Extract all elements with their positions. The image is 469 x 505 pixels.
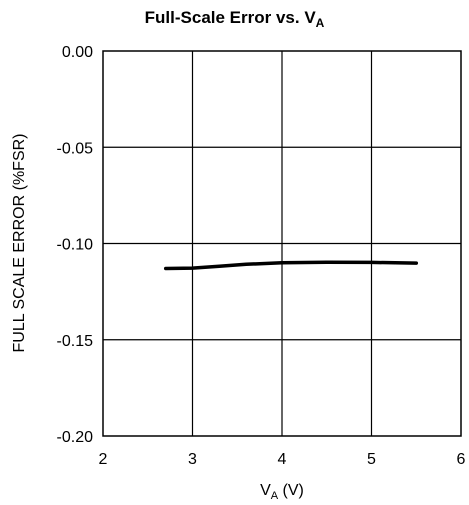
y-tick-label: -0.10 <box>57 237 94 254</box>
chart-title: Full-Scale Error vs. VA <box>144 8 325 30</box>
x-tick-labels: 2 3 4 5 6 <box>99 451 466 468</box>
x-tick-label: 2 <box>99 451 108 468</box>
y-axis-label: FULL SCALE ERROR (%FSR) <box>11 134 28 353</box>
x-tick-label: 4 <box>278 451 287 468</box>
y-tick-labels: 0.00 -0.05 -0.10 -0.15 -0.20 <box>57 44 94 446</box>
y-tick-label: -0.05 <box>57 140 94 157</box>
x-tick-label: 6 <box>457 451 466 468</box>
grid <box>103 51 461 436</box>
x-axis-label: VA (V) <box>260 482 304 502</box>
y-tick-label: -0.20 <box>57 429 94 446</box>
y-tick-label: -0.15 <box>57 333 94 350</box>
x-tick-label: 3 <box>188 451 197 468</box>
y-tick-label: 0.00 <box>62 44 93 61</box>
x-tick-label: 5 <box>367 451 376 468</box>
plot-frame <box>102 50 462 437</box>
series-line <box>163 260 419 271</box>
